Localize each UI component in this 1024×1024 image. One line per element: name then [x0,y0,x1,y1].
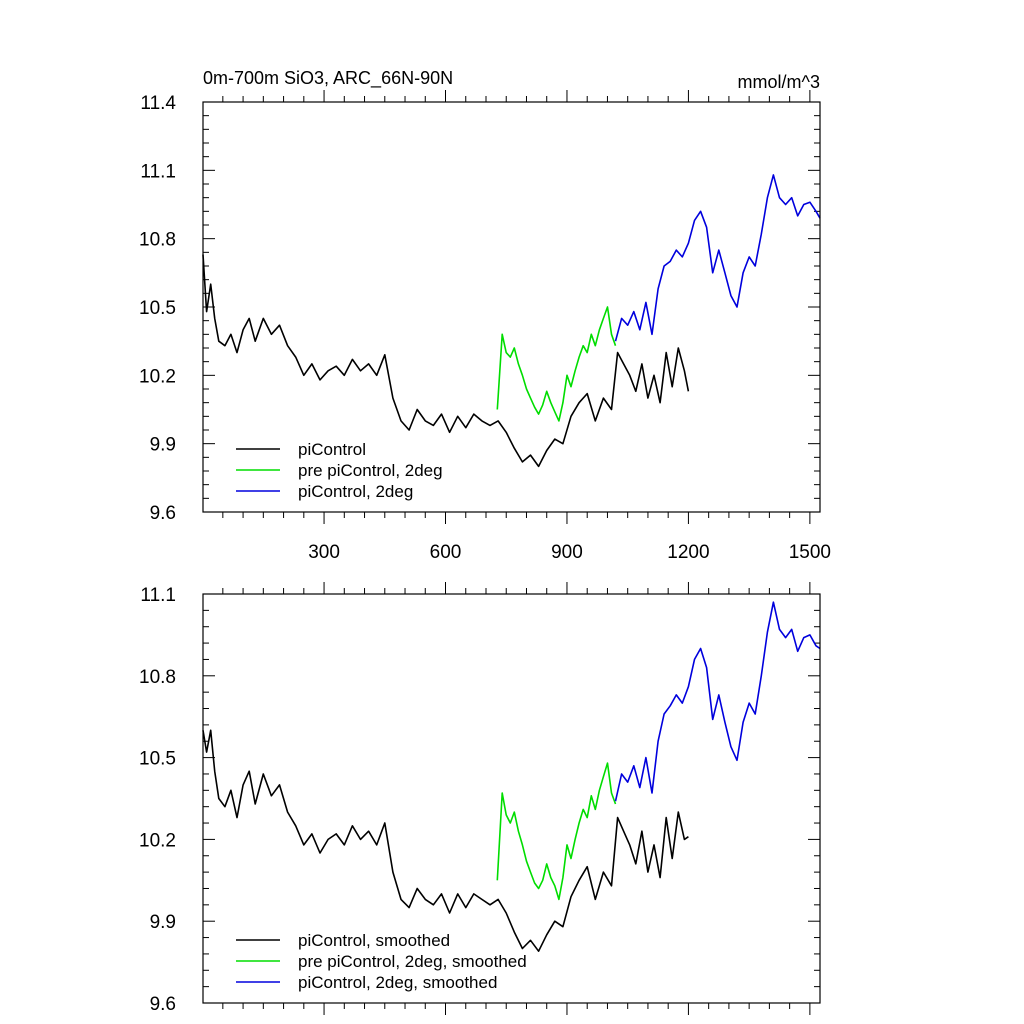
bottom-ytick-label-5: 11.1 [140,585,176,606]
bottom-series-line-1 [496,762,617,901]
legend-label-picontrol: piControl [298,440,366,459]
bottom-ytick-label-1: 9.9 [150,912,176,933]
bottom-legend: piControl, smoothed pre piControl, 2deg,… [236,931,527,992]
chart-bottom: 9.6 9.9 10.2 10.5 10.8 11.1 piControl, smooth… [139,582,821,1015]
top-xtick-label-3: 1200 [667,542,709,563]
chart-title: 0m-700m SiO3, ARC_66N-90N [203,68,453,89]
bottom-series [202,601,821,953]
top-ytick-label-6: 11.4 [140,93,176,114]
legend-label-picontrol-smoothed: piControl, smoothed [298,931,450,950]
top-ytick-labels: 9.6 9.9 10.2 10.5 10.8 11.1 11.4 [139,93,176,524]
bottom-ytick-label-2: 10.2 [139,830,176,851]
top-series [202,174,821,468]
bottom-series-line-2 [614,601,821,802]
legend-label-picontrol-2deg-smoothed: piControl, 2deg, smoothed [298,973,497,992]
bottom-ytick-label-0: 9.6 [150,994,176,1015]
top-legend: piControl pre piControl, 2deg piControl,… [236,440,443,501]
top-xtick-label-4: 1500 [789,542,831,563]
top-xtick-labels: 300 600 900 1200 1500 [308,542,831,563]
top-series-line-1 [496,306,617,422]
top-xtick-label-1: 600 [430,542,462,563]
chart-units-label: mmol/m^3 [738,72,820,92]
top-ytick-label-3: 10.5 [139,298,176,319]
bottom-plot-frame [202,593,821,1004]
chart-top: 0m-700m SiO3, ARC_66N-90N mmol/m^3 9.69.… [139,68,831,563]
legend-label-pre-picontrol-2deg: pre piControl, 2deg [298,461,443,480]
legend-label-picontrol-2deg: piControl, 2deg [298,482,413,501]
top-ytick-label-1: 9.9 [150,435,176,456]
top-ytick-label-0: 9.6 [150,503,176,524]
top-series-line-2 [614,174,821,342]
top-xtick-label-2: 900 [551,542,583,563]
top-ytick-label-4: 10.8 [139,230,176,251]
bottom-ytick-labels: 9.6 9.9 10.2 10.5 10.8 11.1 [139,585,176,1015]
bottom-ytick-label-3: 10.5 [139,749,176,770]
legend-label-pre-picontrol-2deg-smoothed: pre piControl, 2deg, smoothed [298,952,527,971]
top-ticks [203,90,820,524]
bottom-ticks [203,582,820,1015]
top-ytick-label-5: 11.1 [140,161,176,182]
top-xtick-label-0: 300 [308,542,340,563]
top-ytick-label-2: 10.2 [139,366,176,387]
bottom-series-line-0 [202,729,689,953]
top-plot-frame [202,101,821,513]
bottom-ytick-label-4: 10.8 [139,667,176,688]
top-series-line-0 [202,254,690,468]
